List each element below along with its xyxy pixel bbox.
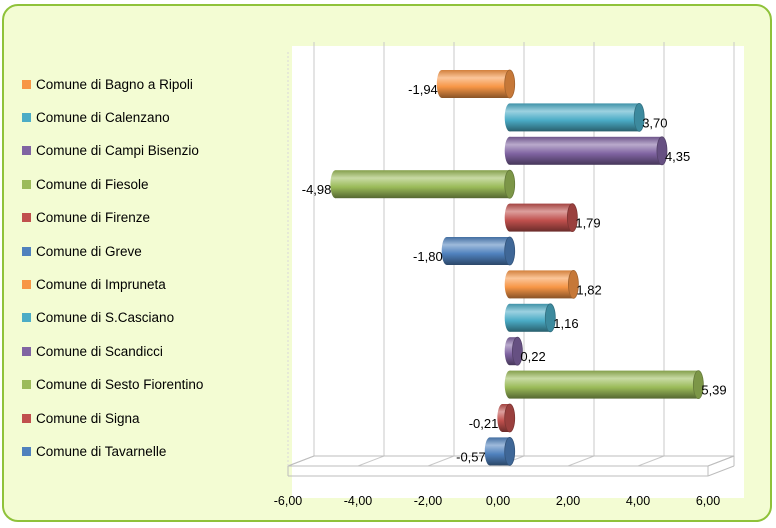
legend-label: Comune di Bagno a Ripoli (36, 76, 193, 92)
bar-layer (330, 69, 704, 466)
data-label-10: 5,39 (701, 383, 726, 398)
legend-swatch (22, 146, 31, 156)
bar-3 (504, 136, 668, 166)
legend-item-12: Comune di Tavarnelle (22, 441, 166, 461)
legend-swatch (22, 112, 31, 122)
data-label-11: -0,21 (469, 416, 499, 431)
legend-label: Comune di Tavarnelle (36, 443, 167, 459)
data-label-6: -1,80 (413, 249, 443, 264)
legend-label: Comune di Campi Bisenzio (36, 143, 199, 159)
tick-layer: -6,00 -4,00 -2,00 0,00 2,00 4,00 6,00 (274, 494, 720, 508)
legend-label: Comune di Calenzano (36, 109, 170, 125)
legend-swatch (22, 313, 31, 323)
legend-label: Comune di Fiesole (36, 176, 149, 192)
legend-item-4: Comune di Fiesole (22, 174, 149, 194)
data-label-8: 1,16 (553, 316, 578, 331)
legend-item-3: Comune di Campi Bisenzio (22, 141, 199, 161)
bar-1 (436, 69, 516, 99)
data-label-12: -0,57 (456, 449, 486, 464)
bar-10 (504, 370, 704, 400)
legend-swatch (22, 213, 31, 223)
legend-item-2: Comune di Calenzano (22, 107, 170, 127)
x-tick-label-5: 2,00 (556, 494, 580, 508)
bar-4 (330, 169, 516, 199)
bar-11 (497, 403, 516, 433)
legend-label: Comune di Signa (36, 410, 140, 426)
bar-2 (504, 103, 645, 132)
legend-swatch (22, 246, 31, 256)
legend-item-8: Comune di S.Casciano (22, 308, 174, 328)
legend-swatch (22, 380, 31, 390)
legend-item-11: Comune di Signa (22, 408, 140, 428)
legend-item-1: Comune di Bagno a Ripoli (22, 74, 193, 94)
legend-item-9: Comune di Scandicci (22, 341, 163, 361)
bar-7 (504, 269, 579, 299)
label-layer: -1,94 3,70 4,35 -4,98 1,79 -1,80 1,82 1,16 0,22 5… (302, 82, 727, 464)
legend-swatch (22, 413, 31, 423)
legend-swatch (22, 279, 31, 289)
bar-6 (441, 236, 516, 266)
data-label-7: 1,82 (576, 282, 601, 297)
legend-item-10: Comune di Sesto Fiorentino (22, 375, 203, 395)
data-label-3: 4,35 (665, 149, 690, 164)
legend-swatch (22, 346, 31, 356)
legend-label: Comune di Greve (36, 243, 142, 259)
legend-label: Comune di Impruneta (36, 276, 166, 292)
data-label-1: -1,94 (408, 82, 438, 97)
legend-swatch (22, 79, 31, 89)
x-tick-label-6: 4,00 (626, 494, 650, 508)
legend-item-6: Comune di Greve (22, 241, 142, 261)
x-tick-label-7: 6,00 (696, 494, 720, 508)
legend-label: Comune di Firenze (36, 210, 151, 226)
x-tick-label-3: -2,00 (414, 494, 443, 508)
bar-12 (484, 436, 516, 466)
bar-8 (504, 303, 556, 333)
x-tick-label-2: -4,00 (344, 494, 373, 508)
x-tick-label-4: 0,00 (486, 494, 510, 508)
bar-9 (504, 336, 523, 366)
data-label-2: 3,70 (642, 115, 667, 130)
legend-label: Comune di S.Casciano (36, 310, 175, 326)
data-label-4: -4,98 (302, 182, 332, 197)
legend-label: Comune di Sesto Fiorentino (36, 377, 204, 393)
legend-swatch (22, 446, 31, 456)
legend-swatch (22, 179, 31, 189)
data-label-9: 0,22 (520, 349, 545, 364)
legend-item-7: Comune di Impruneta (22, 274, 166, 294)
legend-item-5: Comune di Firenze (22, 208, 150, 228)
legend-label: Comune di Scandicci (36, 343, 163, 359)
bar-5 (504, 203, 578, 233)
x-tick-label-1: -6,00 (274, 494, 303, 508)
data-label-5: 1,79 (575, 216, 600, 231)
